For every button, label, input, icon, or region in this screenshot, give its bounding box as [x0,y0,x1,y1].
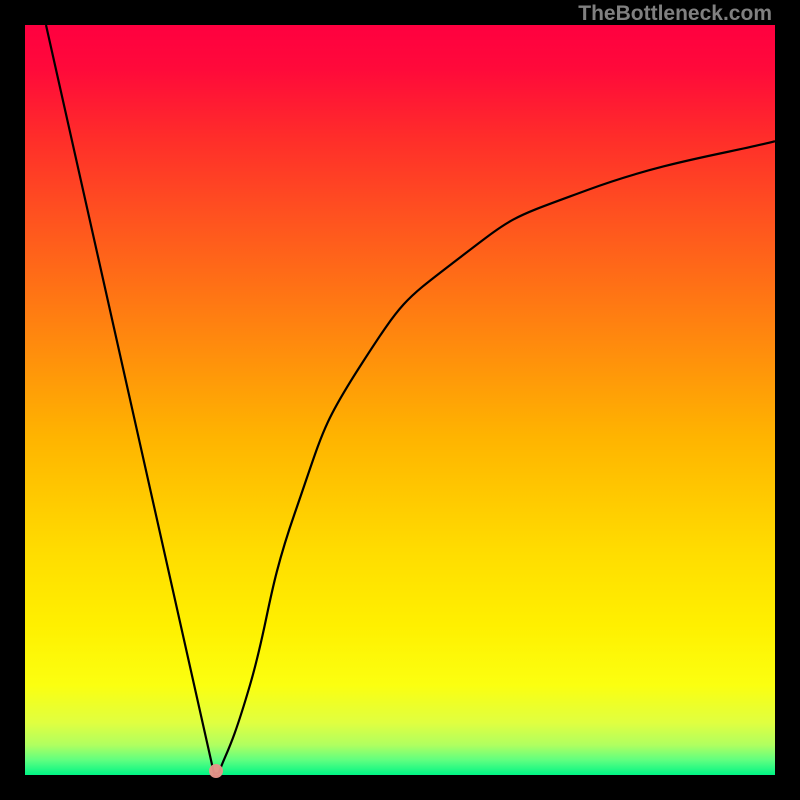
minimum-marker [209,764,223,778]
plot-area [25,25,775,775]
bottleneck-curve [25,25,775,775]
chart-container: TheBottleneck.com [0,0,800,800]
watermark-text: TheBottleneck.com [578,2,772,26]
